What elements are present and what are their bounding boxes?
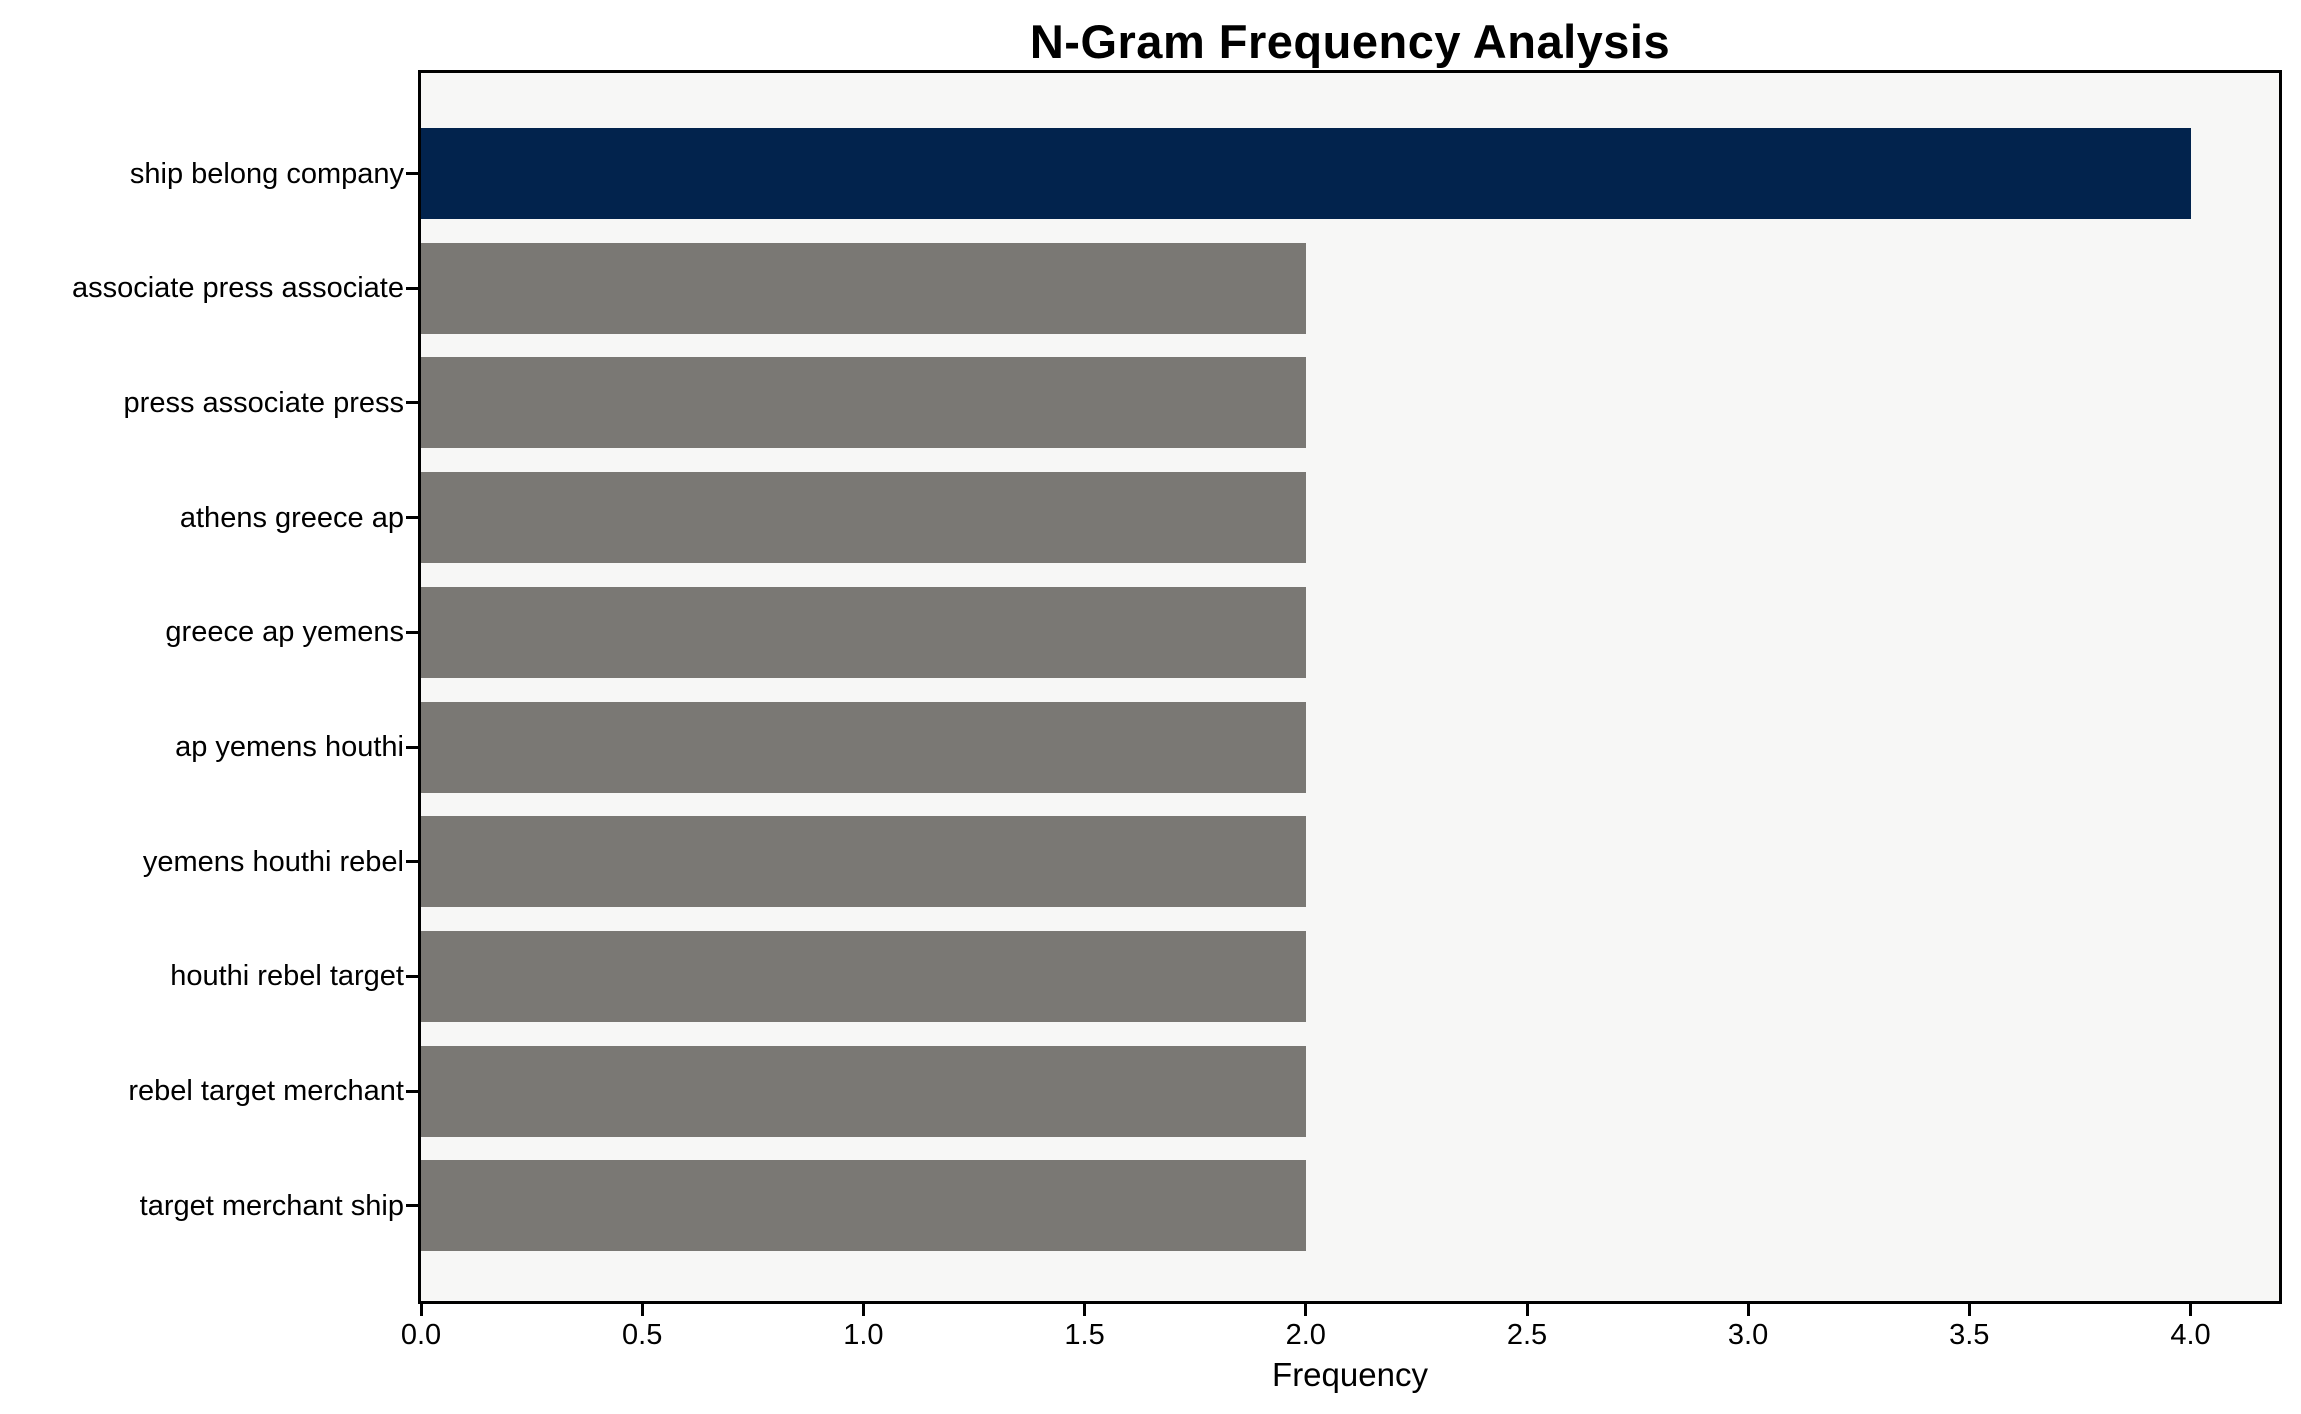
y-tick-label: rebel target merchant xyxy=(128,1075,404,1108)
y-tick-label: greece ap yemens xyxy=(165,616,404,649)
x-tick-label: 4.0 xyxy=(2170,1319,2211,1351)
y-tick-mark xyxy=(406,630,418,634)
y-tick-mark xyxy=(406,1204,418,1208)
x-tick-label: 0.0 xyxy=(400,1319,442,1351)
bar xyxy=(421,1045,1306,1137)
y-tick-label: press associate press xyxy=(123,386,404,419)
x-tick-mark xyxy=(1083,1304,1087,1316)
y-tick-label: athens greece ap xyxy=(179,501,404,534)
x-tick-label: 2.0 xyxy=(1285,1319,1326,1351)
y-tick-mark xyxy=(406,172,418,175)
bar xyxy=(421,1160,1306,1252)
chart-title: N-Gram Frequency Analysis xyxy=(1029,15,1671,68)
y-tick-label: target merchant ship xyxy=(139,1189,404,1222)
y-tick-label: ap yemens houthi xyxy=(175,731,404,763)
y-tick-label: associate press associate xyxy=(71,272,404,305)
bar xyxy=(421,242,1306,334)
y-tick-mark xyxy=(406,860,418,864)
y-tick-mark xyxy=(406,745,418,749)
bar xyxy=(421,816,1306,908)
bar xyxy=(421,128,2191,219)
x-tick-mark xyxy=(1746,1304,1750,1316)
bar xyxy=(421,357,1306,449)
y-tick-label: houthi rebel target xyxy=(170,960,404,993)
y-tick-mark xyxy=(406,516,418,520)
x-tick-label: 3.0 xyxy=(1727,1319,1769,1351)
bar xyxy=(421,701,1306,793)
y-tick-label: yemens houthi rebel xyxy=(142,845,404,878)
x-tick-mark xyxy=(1304,1304,1308,1316)
x-tick-label: 1.0 xyxy=(843,1319,884,1351)
x-tick-mark xyxy=(861,1304,865,1316)
x-tick-mark xyxy=(419,1304,423,1316)
plot-area xyxy=(418,70,2282,1304)
x-tick-label: 3.5 xyxy=(1949,1319,1990,1351)
x-tick-label: 0.5 xyxy=(622,1319,663,1351)
y-tick-mark xyxy=(406,1089,418,1093)
x-tick-label: 2.5 xyxy=(1506,1319,1548,1351)
x-tick-label: 1.5 xyxy=(1064,1319,1105,1351)
y-tick-label: ship belong company xyxy=(129,157,404,190)
bar xyxy=(421,586,1306,678)
x-tick-mark xyxy=(1967,1304,1971,1316)
y-tick-mark xyxy=(406,974,418,978)
bar xyxy=(421,472,1306,564)
y-tick-mark xyxy=(406,401,418,405)
x-tick-mark xyxy=(1525,1304,1529,1316)
x-tick-mark xyxy=(640,1304,644,1316)
x-axis-title: Frequency xyxy=(1272,1356,1428,1393)
y-tick-mark xyxy=(406,286,418,290)
x-tick-mark xyxy=(2189,1304,2192,1316)
bar xyxy=(421,930,1306,1022)
